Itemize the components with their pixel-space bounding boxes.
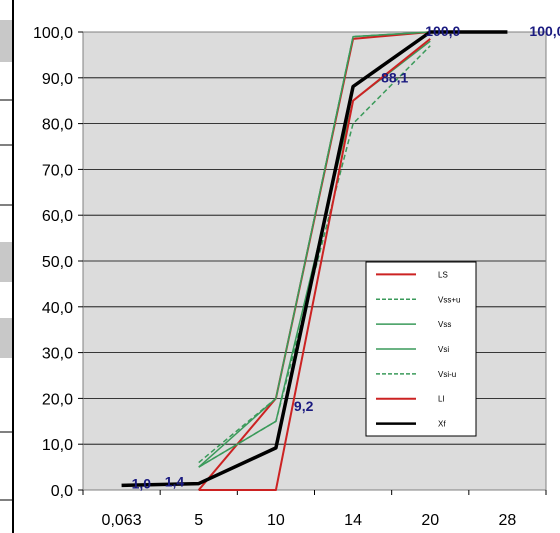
data-label: 100,0 bbox=[529, 23, 560, 39]
y-tick-label: 100,0 bbox=[33, 25, 73, 42]
data-labels: 1,0 1,4 9,2 88,1 100,0 100,0 bbox=[132, 23, 560, 491]
y-tick-label: 90,0 bbox=[42, 71, 73, 88]
x-tick-label: 28 bbox=[499, 512, 517, 529]
data-label: 1,0 bbox=[132, 475, 152, 491]
series-group bbox=[121, 30, 508, 491]
data-label: 88,1 bbox=[381, 70, 408, 86]
x-tick-label: 14 bbox=[344, 512, 362, 529]
series-line-li bbox=[198, 38, 431, 491]
y-tick-label: 0,0 bbox=[51, 483, 73, 500]
x-tick-label: 20 bbox=[421, 512, 439, 529]
legend-label: Vss+u bbox=[438, 295, 460, 304]
y-tick-label: 80,0 bbox=[42, 117, 73, 134]
x-axis: 0,063 5 10 14 20 28 bbox=[82, 490, 547, 529]
series-line-xf bbox=[121, 30, 508, 488]
data-label: 1,4 bbox=[165, 474, 185, 490]
left-edge-strips bbox=[0, 0, 14, 533]
y-tick-label: 30,0 bbox=[42, 346, 73, 363]
y-tick-label: 50,0 bbox=[42, 254, 73, 271]
legend-label: Vsi-u bbox=[438, 370, 456, 379]
legend-label: Vss bbox=[438, 320, 451, 329]
y-tick-label: 10,0 bbox=[42, 437, 73, 454]
legend-label: LI bbox=[438, 395, 445, 404]
y-axis: 0,0 10,0 20,0 30,0 40,0 50,0 60,0 70,0 80,0 90,0 1… bbox=[33, 25, 83, 500]
y-tick-label: 70,0 bbox=[42, 162, 73, 179]
data-label: 9,2 bbox=[294, 398, 314, 414]
x-tick-label: 0,063 bbox=[102, 512, 142, 529]
legend-label: Xf bbox=[438, 420, 446, 429]
legend: LS Vss+u Vss Vsi Vsi-u LI Xf bbox=[365, 261, 477, 437]
y-tick-label: 40,0 bbox=[42, 300, 73, 317]
legend-label: LS bbox=[438, 270, 448, 279]
series-line-vss bbox=[198, 31, 431, 468]
y-tick-label: 60,0 bbox=[42, 208, 73, 225]
legend-label: Vsi bbox=[438, 345, 449, 354]
data-label: 100,0 bbox=[425, 23, 460, 39]
x-tick-label: 5 bbox=[194, 512, 203, 529]
y-tick-label: 20,0 bbox=[42, 391, 73, 408]
x-tick-label: 10 bbox=[267, 512, 285, 529]
